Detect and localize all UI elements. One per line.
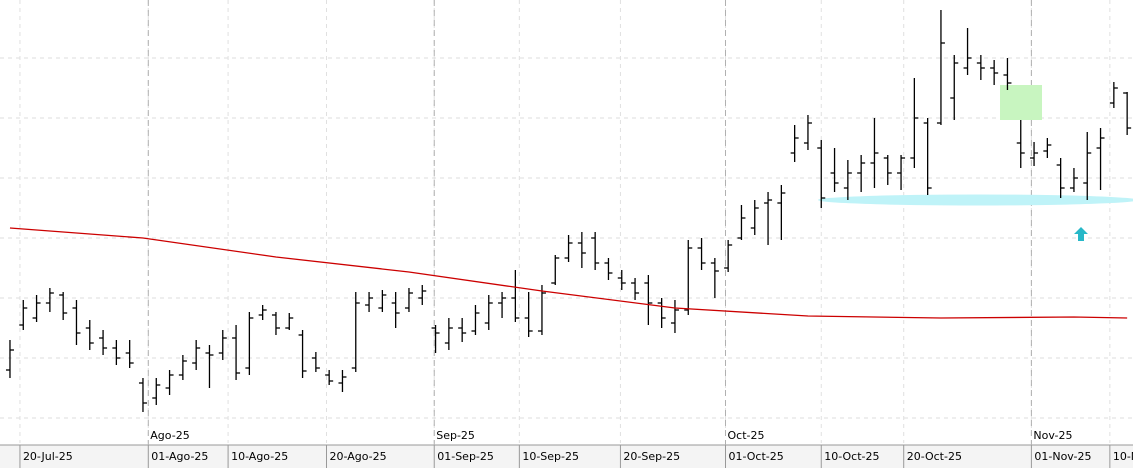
- labels: 20-Jul-25 01-Ago-25 10-Ago-25 20-Ago-25 01-S…: [19, 429, 1133, 468]
- x-tick-label: 20-Ago-25: [330, 450, 387, 463]
- x-tick-label: 20-Jul-25: [23, 450, 73, 463]
- x-tick-label: 01-Sep-25: [437, 450, 494, 463]
- marks: [5, 10, 1132, 412]
- time-axis-strip: [0, 445, 1133, 468]
- month-label: Sep-25: [436, 429, 475, 442]
- x-tick-label: 20-Sep-25: [623, 450, 680, 463]
- month-label: Nov-25: [1033, 429, 1072, 442]
- support-zone: [818, 194, 1133, 206]
- month-label: Ago-25: [150, 429, 189, 442]
- x-tick-label: 01-Nov-25: [1034, 450, 1091, 463]
- x-tick-label: 10-N: [1113, 450, 1133, 463]
- grid: [0, 0, 1133, 445]
- x-tick-label: 10-Oct-25: [824, 450, 879, 463]
- x-tick-label: 01-Oct-25: [728, 450, 783, 463]
- moving-average: [9, 227, 1128, 319]
- x-tick-label: 20-Oct-25: [907, 450, 962, 463]
- x-tick-label: 01-Ago-25: [151, 450, 208, 463]
- x-tick-label: 10-Sep-25: [522, 450, 579, 463]
- x-tick-label: 10-Ago-25: [231, 450, 288, 463]
- arrow-up: [1074, 227, 1088, 241]
- month-label: Oct-25: [727, 429, 764, 442]
- highlight-box: [1000, 85, 1042, 120]
